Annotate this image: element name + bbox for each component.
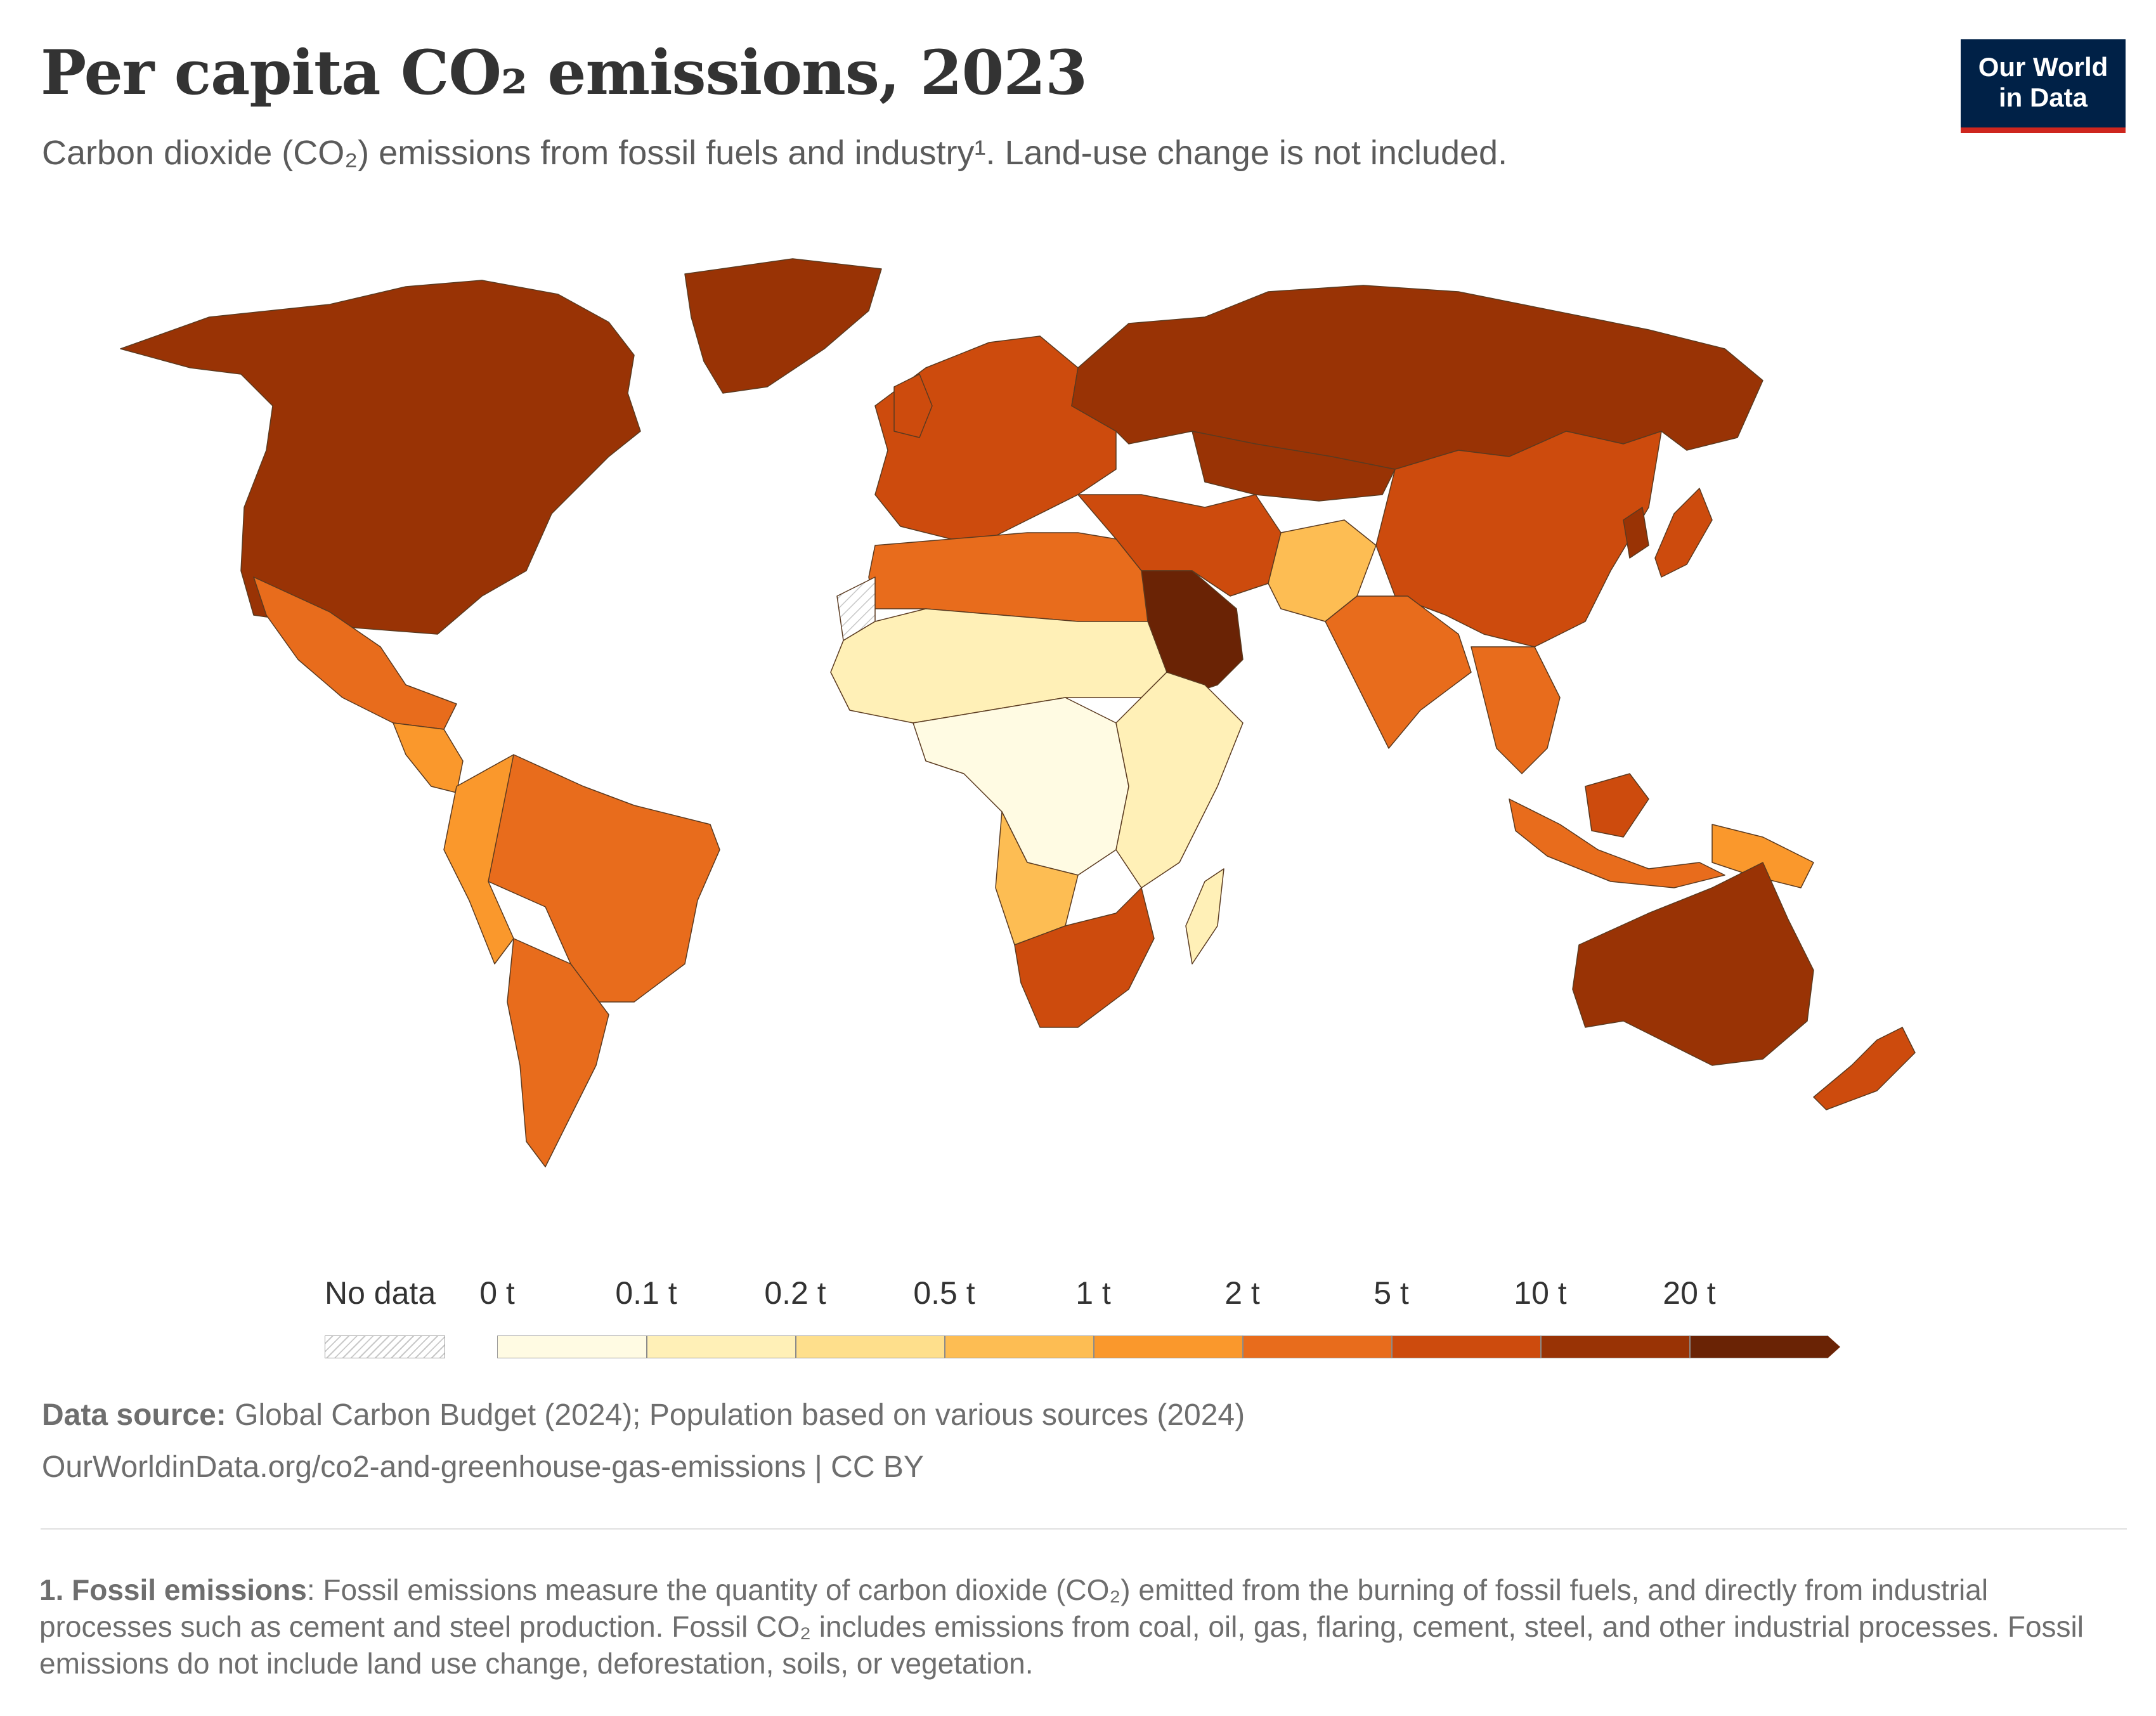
region-madagascar[interactable]: [1185, 868, 1224, 965]
legend-bin[interactable]: [795, 1336, 944, 1358]
region-indonesia[interactable]: [1509, 798, 1725, 888]
legend-bin[interactable]: [1391, 1336, 1540, 1358]
region-western-europe[interactable]: [874, 335, 1117, 540]
legend-tick-label: 1 t: [1075, 1275, 1111, 1311]
legend-bin[interactable]: [646, 1336, 795, 1358]
footer-divider: [41, 1528, 2127, 1530]
region-australia[interactable]: [1572, 862, 1814, 1066]
legend-tick-label: 10 t: [1514, 1275, 1567, 1311]
logo-line-2: in Data: [1998, 82, 2088, 112]
region-argentina[interactable]: [507, 938, 609, 1167]
legend-arrow-icon: [1828, 1336, 1840, 1358]
region-korea[interactable]: [1623, 507, 1649, 559]
legend-color-bins: [497, 1336, 1840, 1358]
region-north-africa[interactable]: [868, 532, 1148, 622]
region-png[interactable]: [1711, 824, 1814, 888]
logo-line-1: Our World: [1978, 52, 2108, 82]
no-data-swatch: [325, 1336, 445, 1358]
region-east-africa[interactable]: [1115, 672, 1244, 888]
region-north-america[interactable]: [120, 280, 641, 635]
legend-tick-label: 2 t: [1224, 1275, 1260, 1311]
legend-tick-label: 5 t: [1373, 1275, 1409, 1311]
region-southern-africa[interactable]: [1014, 887, 1155, 1028]
region-kazakhstan[interactable]: [1192, 431, 1396, 502]
legend-bin[interactable]: [1093, 1336, 1242, 1358]
legend-bin[interactable]: [944, 1336, 1093, 1358]
legend-tick-label: 0.5 t: [913, 1275, 975, 1311]
legend-bin[interactable]: [1540, 1336, 1689, 1358]
region-central-africa[interactable]: [912, 697, 1129, 876]
region-india[interactable]: [1325, 595, 1472, 749]
region-sahel[interactable]: [830, 608, 1167, 724]
region-andean[interactable]: [443, 754, 514, 965]
data-source-text: Global Carbon Budget (2024); Population …: [226, 1398, 1245, 1432]
chart-subtitle: Carbon dioxide (CO₂) emissions from foss…: [42, 134, 1508, 172]
legend-bin[interactable]: [1689, 1336, 1828, 1358]
footnote-label: 1. Fossil emissions: [39, 1573, 307, 1606]
region-se-asia[interactable]: [1471, 646, 1561, 774]
legend-tick-label: 0.1 t: [615, 1275, 677, 1311]
legend-tick-label: 0 t: [479, 1275, 515, 1311]
legend-tick-label: 20 t: [1663, 1275, 1716, 1311]
legend-bin[interactable]: [1242, 1336, 1391, 1358]
data-source: Data source: Global Carbon Budget (2024)…: [42, 1398, 1245, 1433]
chart-title: Per capita CO₂ emissions, 2023: [41, 37, 1088, 108]
owid-logo[interactable]: Our World in Data: [1961, 39, 2126, 133]
legend-tick-label: 0.2 t: [764, 1275, 826, 1311]
region-borneo[interactable]: [1585, 773, 1649, 838]
region-brazil[interactable]: [481, 754, 720, 1003]
no-data-label: No data: [325, 1275, 436, 1311]
world-map: [120, 258, 1916, 1167]
footnote-text: : Fossil emissions measure the quantity …: [39, 1573, 2084, 1680]
region-central-america[interactable]: [393, 722, 464, 793]
region-uk[interactable]: [893, 374, 933, 438]
data-source-label: Data source:: [42, 1398, 226, 1432]
region-new-zealand[interactable]: [1813, 1027, 1916, 1110]
footnote: 1. Fossil emissions: Fossil emissions me…: [39, 1571, 2088, 1682]
region-japan[interactable]: [1654, 488, 1713, 578]
color-legend: No data 0 t 0.1 t 0.2 t 0.5 t 1 t 2 t 5 t 10 t 2…: [0, 1275, 2156, 1376]
source-url[interactable]: OurWorldinData.org/co2-and-greenhouse-ga…: [42, 1450, 924, 1484]
region-greenland[interactable]: [684, 258, 882, 394]
legend-bin[interactable]: [497, 1336, 646, 1358]
